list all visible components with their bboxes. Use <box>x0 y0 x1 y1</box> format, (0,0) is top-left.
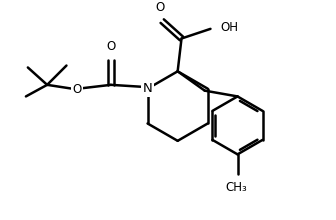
Text: OH: OH <box>220 21 238 34</box>
Text: CH₃: CH₃ <box>226 181 247 194</box>
Text: O: O <box>73 83 82 96</box>
Text: O: O <box>106 40 116 53</box>
Text: O: O <box>156 1 165 14</box>
Text: N: N <box>143 82 153 95</box>
